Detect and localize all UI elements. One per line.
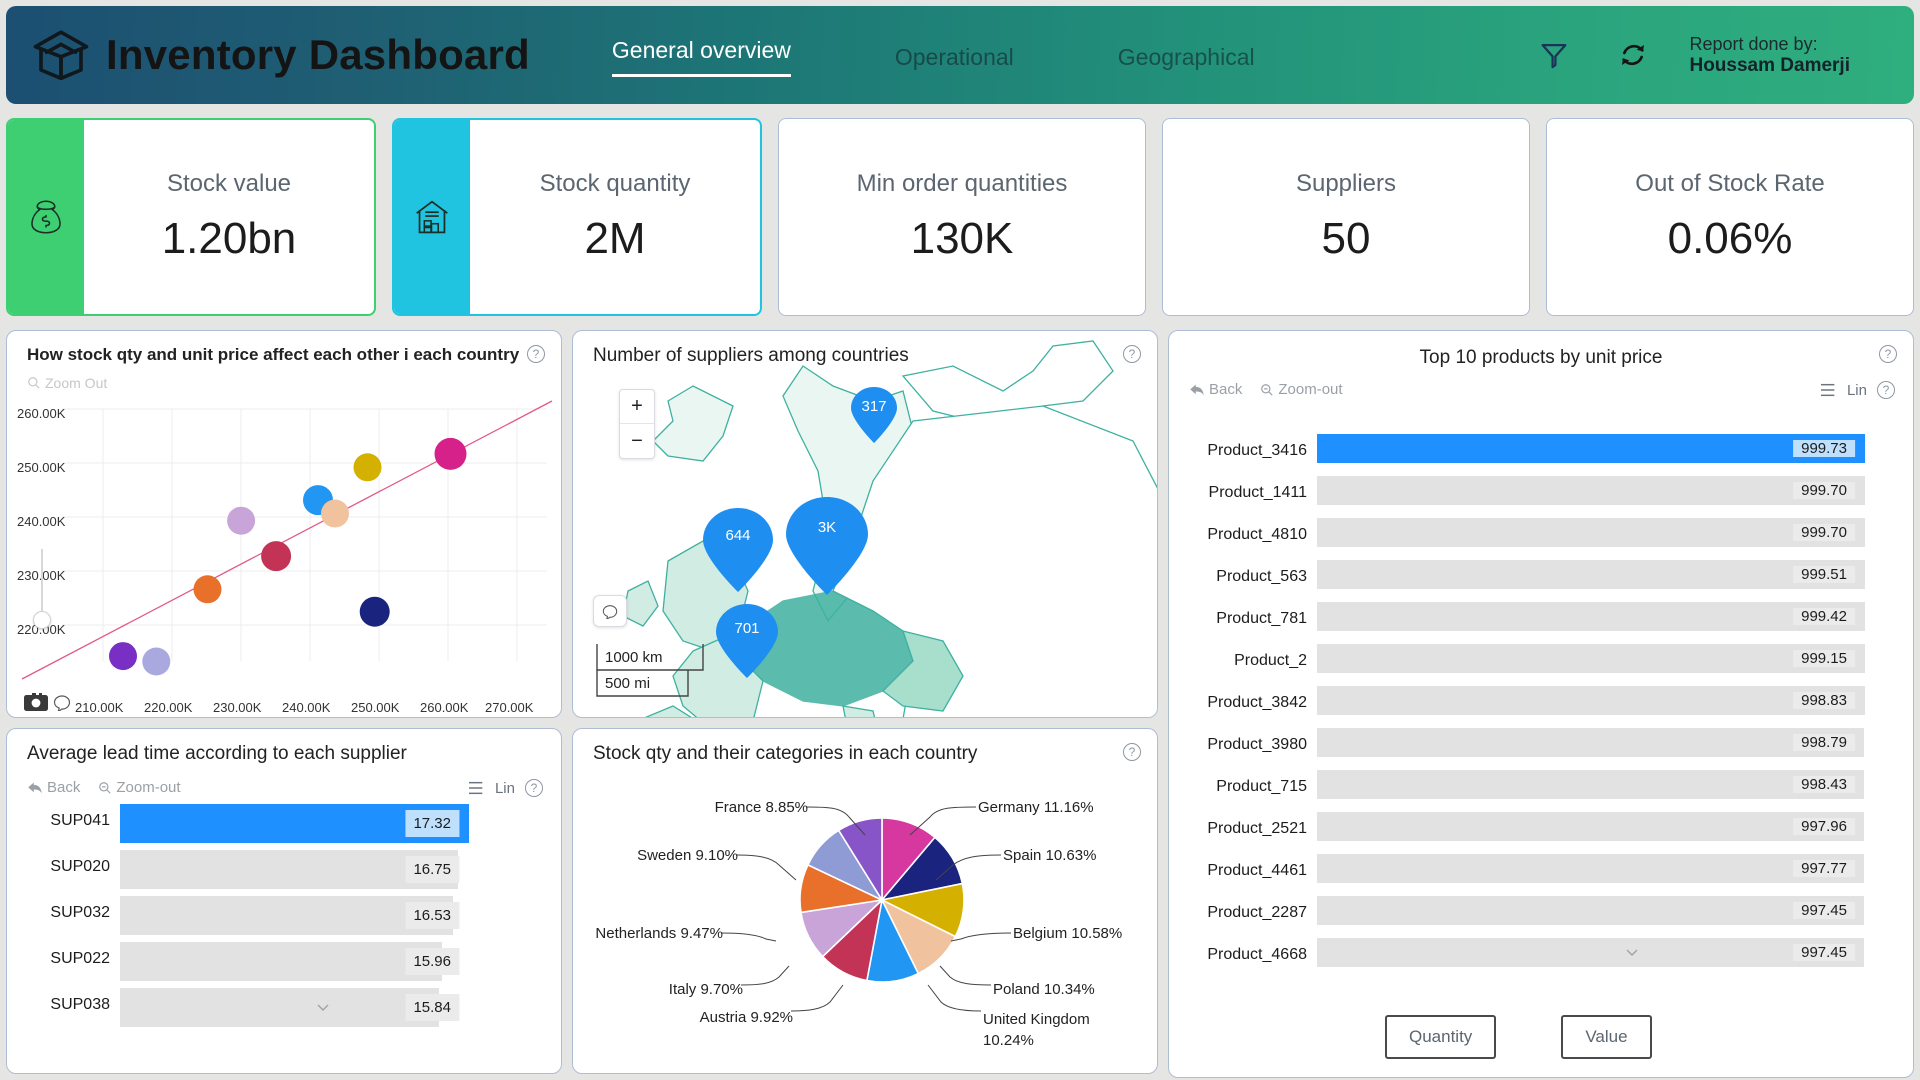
svg-text:1000 km: 1000 km	[605, 649, 663, 666]
svg-text:500 mi: 500 mi	[605, 675, 650, 692]
